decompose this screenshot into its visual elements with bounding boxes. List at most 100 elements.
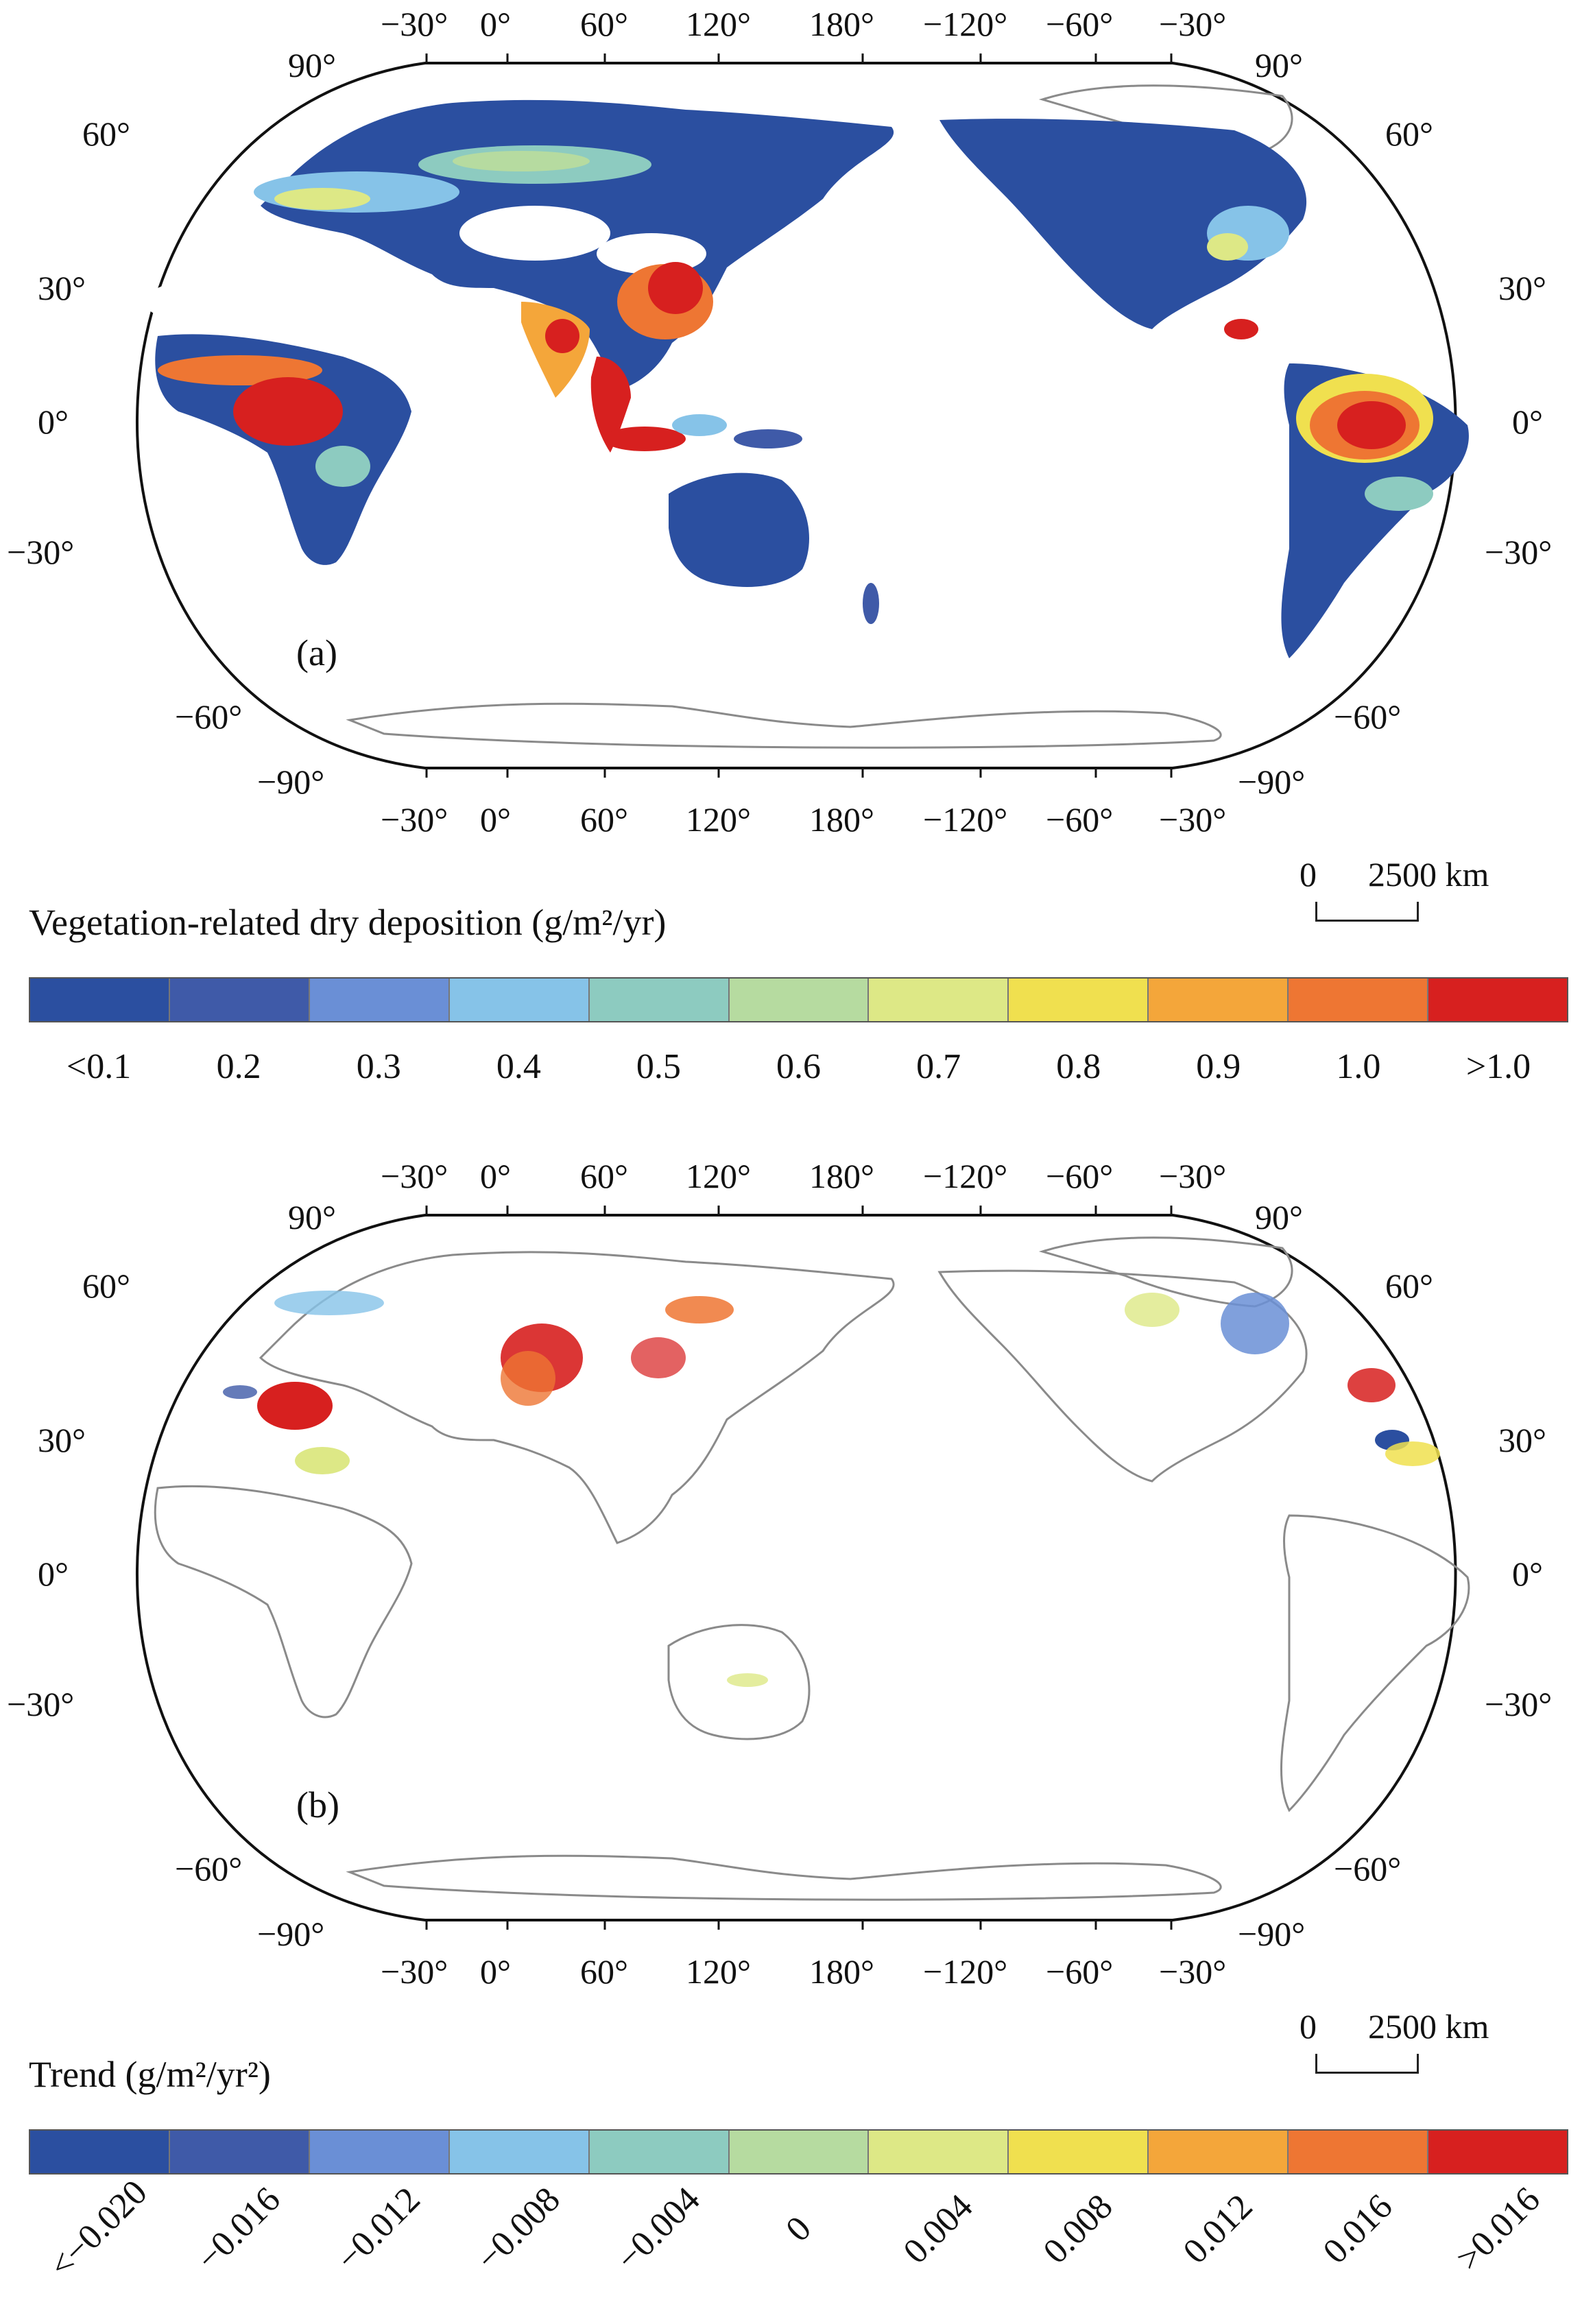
scale-bar-a [1315,902,1419,922]
colorbar-tick: <−0.020 [29,2172,169,2286]
colorbar-cell [869,2131,1009,2173]
colorbar-cell [309,2131,450,2173]
lat-label-left: −90° [257,1915,325,1953]
lat-label-left: −30° [7,1685,75,1723]
lat-label-right: 30° [1498,269,1546,307]
lon-label-bottom: 60° [580,800,628,839]
colorbar-cell [729,979,870,1021]
lat-label-right: 60° [1385,1267,1433,1305]
lat-label-left: 0° [38,403,69,441]
coastline-outlines [154,1236,1470,1901]
colorbar-ticks-b: <−0.020 −0.016 −0.012 −0.008 −0.004 0 0.… [29,2172,1568,2286]
brazil-green [1365,477,1433,511]
lat-label-right: −30° [1485,533,1553,571]
colorbar-a [29,977,1568,1022]
scale-zero: 0 [1299,2007,1317,2046]
lon-label-bottom: 120° [686,800,751,839]
colorbar-cell [1009,2131,1149,2173]
lon-label-top: −30° [1159,5,1227,43]
lat-label-right: 0° [1512,403,1543,441]
lon-label-top: 180° [809,1157,874,1195]
lon-label-bottom: −30° [1159,1952,1227,1991]
colorbar-cell [589,979,730,1021]
siberia-yellow-band [453,151,590,171]
lon-label-bottom: 0° [480,1952,511,1991]
colorbar-tick: 0.7 [916,1047,961,1086]
colorbar-tick-label: 0.012 [1175,2187,1260,2272]
colorbar-cell [1289,979,1429,1021]
colorbar-cell [1428,2131,1567,2173]
colorbar-tick: 1.0 [1336,1047,1381,1086]
colorbar-cell [449,2131,590,2173]
australia-trend [727,1673,768,1687]
map-panel-b: −30° 0° 60° 120° 180° −120° −60° −30° −3… [0,1152,1593,2044]
sahara-blank [144,274,350,329]
colorbar-tick: 0.016 [1289,2187,1428,2271]
india-red [545,319,579,353]
east-us-yellow [1207,233,1248,261]
colorbar-cell [1289,2131,1429,2173]
colorbar-cell [169,979,310,1021]
indonesia-land-1 [603,427,686,451]
legend-title-a: Vegetation-related dry deposition (g/m²/… [29,902,667,943]
colorbar-tick: 0.008 [1009,2187,1149,2271]
lat-label-left: 30° [38,1421,86,1459]
lon-label-bottom: −30° [381,800,448,839]
panel-letter-a: (a) [296,632,337,673]
lat-label-left: 60° [82,115,130,153]
lon-label-top: 120° [686,1157,751,1195]
brazil-trend-yellow [1385,1441,1440,1466]
colorbar-cell [169,2131,310,2173]
north-america-outline [937,1269,1308,1483]
colorbar-cell [1428,979,1567,1021]
lat-label-left: 0° [38,1555,69,1593]
lon-label-bottom: −120° [923,800,1008,839]
lat-label-left: 30° [38,269,86,307]
colorbar-tick-label: >0.016 [1448,2179,1548,2279]
west-africa-trend [223,1385,257,1399]
antarctica-outline [346,1854,1222,1901]
colorbar-tick: 0.5 [636,1047,681,1086]
colorbar-tick-label: 0 [778,2209,819,2249]
eurasia-outline [259,1251,895,1544]
east-africa-green [315,446,370,487]
colorbar-cell [309,979,450,1021]
lat-label-left: −60° [175,697,243,736]
colorbar-tick-label: −0.016 [189,2179,288,2279]
colorbar-tick: >1.0 [1465,1047,1531,1086]
lon-label-bottom: 120° [686,1952,751,1991]
central-asia-blank [459,206,610,261]
colorbar-tick-label: 0.016 [1316,2187,1401,2272]
lon-label-bottom: 60° [580,1952,628,1991]
lon-label-bottom: −30° [381,1952,448,1991]
lat-label-left: 60° [82,1267,130,1305]
lon-label-top: −60° [1046,5,1114,43]
antarctica-outline [346,702,1222,749]
colorbar-cell [449,979,590,1021]
colorbar-cell [729,2131,870,2173]
new-zealand-land [863,583,879,624]
lon-label-bottom: −60° [1046,1952,1114,1991]
colorbar-tick: 0.4 [496,1047,541,1086]
lat-label-left: −30° [7,533,75,571]
colorbar-cell [1009,979,1149,1021]
north-america-land [939,119,1307,329]
lon-label-top: −60° [1046,1157,1114,1195]
lat-label-right: −90° [1238,763,1306,801]
colorbar-tick-label: −0.004 [609,2179,708,2279]
lon-label-top: −120° [923,5,1008,43]
eastern-us-trend [1221,1293,1289,1354]
lat-label-right: −60° [1334,1849,1402,1888]
indonesia-land-2 [672,414,727,436]
colorbar-tick: −0.012 [309,2180,448,2279]
lat-label-left: 90° [288,1198,336,1236]
frame-ticks [425,53,1173,778]
map-b [136,1206,1470,1930]
central-america-red [1224,319,1258,339]
lon-label-bottom: −30° [1159,800,1227,839]
se-asia-land [590,357,631,453]
lon-label-top: −30° [1159,1157,1227,1195]
colorbar-tick: 0.9 [1196,1047,1241,1086]
colorbar-tick: 0.8 [1056,1047,1101,1086]
lat-label-left: −60° [175,1849,243,1888]
